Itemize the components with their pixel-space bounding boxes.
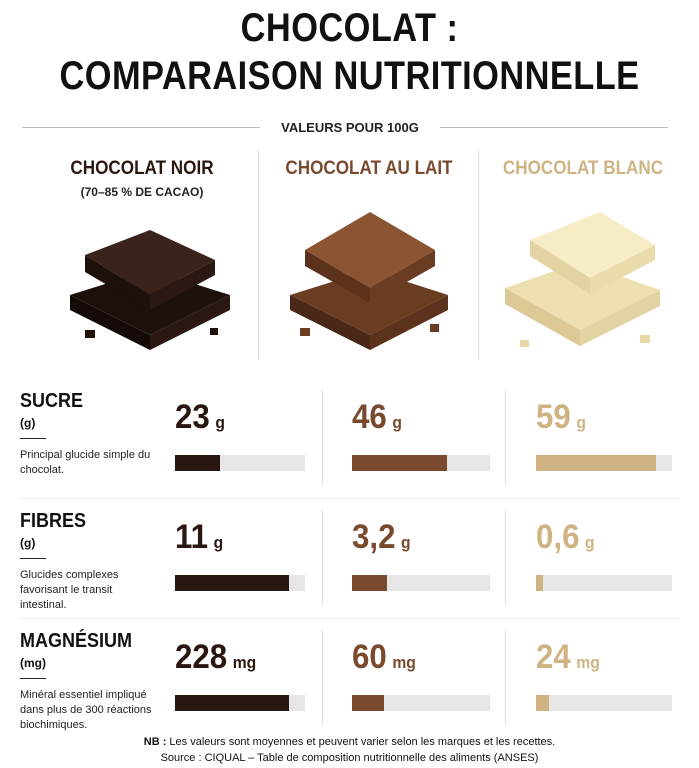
note: Les valeurs sont moyennes et peuvent var… [169,736,556,748]
value: 60 mg [352,638,416,677]
value: 24 mg [536,638,600,677]
divider [505,630,506,725]
value: 0,6 g [536,518,595,557]
bar-track [536,455,672,471]
value-unit: g [215,413,225,432]
value-number: 60 [352,638,387,676]
value: 228 mg [175,638,256,677]
column-name: CHOCOLAT AU LAIT [285,158,453,179]
bar-track [352,695,490,711]
divider [258,150,259,360]
value-unit: g [213,533,224,552]
milk-chocolate [290,212,448,350]
rule [22,127,260,128]
divider [322,630,323,725]
value-number: 11 [175,518,209,556]
value: 23 g [175,398,225,437]
bar-track [352,455,490,471]
bar [352,575,388,591]
divider [505,510,506,605]
value: 59 g [536,398,586,437]
bar-track [536,695,672,711]
bar-track [175,695,305,711]
value-unit: g [576,413,586,432]
bar-track [175,575,305,591]
value-number: 46 [352,398,387,436]
value: 46 g [352,398,402,437]
row-description: Principal glucide simple du chocolat. [20,449,151,476]
value-number: 3,2 [352,518,396,556]
divider [322,390,323,485]
bar [175,695,290,711]
value-unit: mg [576,653,600,672]
bar [536,455,656,471]
rule [20,438,46,439]
value: 3,2 g [352,518,411,557]
column-note: (70–85 % DE CACAO) [80,185,204,199]
row-unit: (mg) [20,656,46,670]
value: 11 g [175,518,223,557]
row-name: MAGNÉSIUM [20,630,133,652]
value-number: 0,6 [536,518,580,556]
value-number: 23 [175,398,210,436]
value-number: 24 [536,638,571,676]
rule [440,127,668,128]
dark-chocolate [70,230,230,350]
value-unit: g [401,533,411,552]
row-description: Glucides complexes favorisant le transit… [20,569,119,611]
divider [322,510,323,605]
bar [352,695,384,711]
bar [352,455,447,471]
footer-note: NB : Les valeurs sont moyennes et peuven… [0,736,699,748]
row-separator [20,618,680,619]
rule [20,558,46,559]
bar-track [536,575,672,591]
column-name: CHOCOLAT NOIR [70,158,214,179]
title: CHOCOLAT : [240,6,459,50]
bar-track [352,575,490,591]
divider [505,390,506,485]
white-chocolate [505,212,660,347]
value-unit: mg [392,653,416,672]
rule [20,678,46,679]
bar [175,455,220,471]
row-unit: (g) [20,536,36,550]
note-label: NB : [143,736,167,748]
row-name: FIBRES [20,510,87,532]
chocolate-illustrations [70,212,660,350]
source: Source : CIQUAL – Table de composition n… [160,752,539,764]
value-unit: g [585,533,595,552]
bar [536,695,549,711]
row-description: Minéral essentiel impliqué dans plus de … [20,689,152,731]
title: COMPARAISON NUTRITIONNELLE [59,54,640,98]
row-unit: (g) [20,416,36,430]
subtitle: VALEURS POUR 100G [281,120,419,135]
row-separator [20,498,680,499]
row-name: SUCRE [20,390,84,412]
bar [536,575,543,591]
bar-track [175,455,305,471]
bar [175,575,290,591]
value-unit: g [392,413,402,432]
value-number: 59 [536,398,571,436]
value-unit: mg [232,653,257,672]
value-number: 228 [175,638,228,676]
divider [478,150,479,360]
column-name: CHOCOLAT BLANC [502,158,664,179]
